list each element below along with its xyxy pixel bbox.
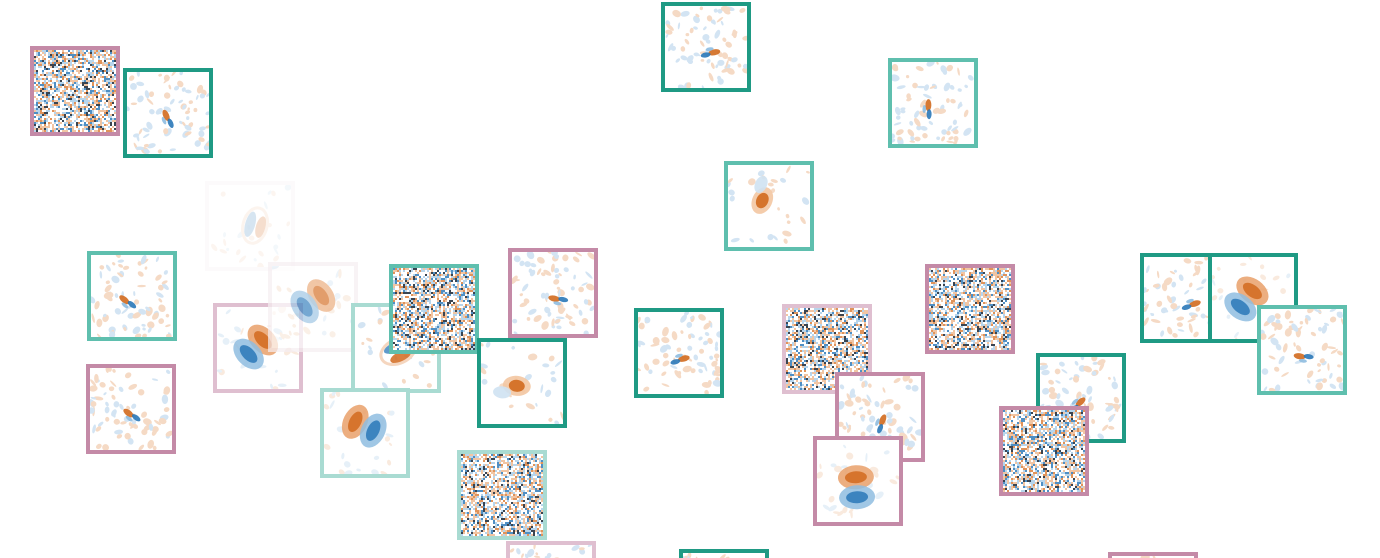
filter-tile-teal-top-right bbox=[888, 58, 978, 148]
filter-visualization bbox=[211, 185, 291, 267]
filter-tile-pale-teal-bottom-left bbox=[320, 388, 410, 478]
filter-visualization bbox=[324, 392, 395, 474]
filter-tile-mauve-center-left bbox=[508, 248, 598, 338]
filter-visualization bbox=[929, 268, 1011, 350]
filter-visualization bbox=[393, 268, 475, 350]
filter-tile-green-center bbox=[634, 308, 724, 398]
filter-visualization bbox=[272, 266, 354, 341]
filter-tile-faded-left-middle bbox=[268, 262, 358, 352]
filter-tile-noise-mauve-top-left bbox=[30, 46, 120, 136]
filter-visualization bbox=[892, 62, 974, 144]
filter-tile-green-top-center bbox=[661, 2, 751, 92]
filter-visualization bbox=[481, 342, 563, 424]
filter-visualization bbox=[91, 255, 172, 337]
filter-tile-noise-teal bbox=[389, 264, 479, 354]
filter-visualization bbox=[1003, 410, 1085, 492]
filter-tile-green-bottom-edge bbox=[679, 549, 769, 558]
filter-visualization bbox=[665, 6, 747, 88]
filter-visualization bbox=[512, 252, 594, 334]
filter-tile-noise-pale-teal-bottom bbox=[457, 450, 547, 540]
filter-tile-mauve-bottom-left bbox=[86, 364, 176, 454]
filter-visualization bbox=[34, 50, 116, 132]
filter-tile-mauve-bottom-edge-right bbox=[1108, 552, 1198, 558]
filter-tile-noise-mauve-right-bottom bbox=[999, 406, 1089, 496]
filter-tile-pale-mauve-bottom-edge bbox=[506, 541, 596, 558]
filter-visualization bbox=[127, 72, 209, 154]
filter-tile-teal-left bbox=[87, 251, 177, 341]
filter-visualization bbox=[683, 553, 730, 558]
filter-tile-mauve-bottom-center bbox=[813, 436, 903, 526]
filter-visualization bbox=[461, 454, 543, 536]
filter-visualization bbox=[1212, 257, 1291, 339]
filter-visualization bbox=[1140, 556, 1193, 558]
filter-visualization bbox=[728, 165, 810, 244]
filter-visualization bbox=[90, 368, 172, 450]
filter-tile-green-center-left bbox=[477, 338, 567, 428]
filter-tile-faded-left bbox=[205, 181, 295, 271]
filter-visualization bbox=[638, 312, 720, 394]
filter-tile-teal-center bbox=[724, 161, 814, 251]
filter-visualization bbox=[1261, 309, 1343, 391]
filter-visualization bbox=[510, 545, 592, 558]
filter-tile-teal-far-right bbox=[1257, 305, 1347, 395]
filter-visualization bbox=[817, 444, 899, 519]
filter-tile-green-top-left bbox=[123, 68, 213, 158]
filter-tile-noise-mauve-center-right bbox=[925, 264, 1015, 354]
